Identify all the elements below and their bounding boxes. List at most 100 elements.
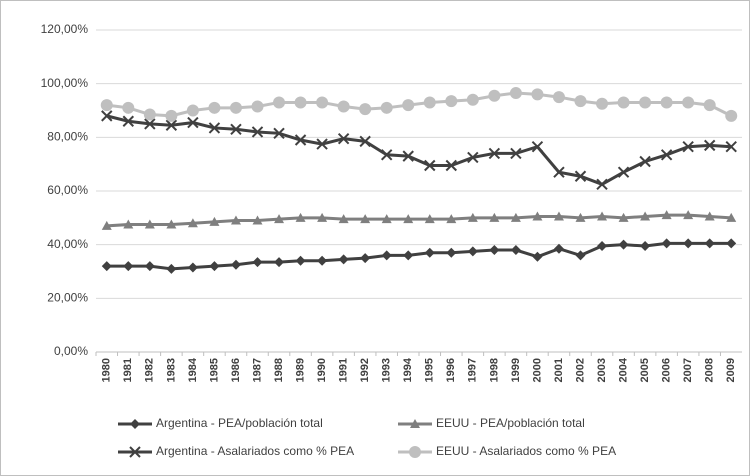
marker — [229, 101, 242, 114]
x-tick-label: 2004 — [617, 357, 629, 382]
legend-label: Argentina - PEA/población total — [156, 416, 323, 430]
marker — [553, 243, 564, 254]
marker — [360, 214, 371, 224]
legend-item: EEUU - PEA/población total — [398, 416, 585, 430]
marker — [446, 247, 457, 258]
legend-label: Argentina - Asalariados como % PEA — [156, 444, 354, 458]
marker — [467, 212, 478, 222]
marker — [725, 141, 737, 153]
x-tick-label: 1989 — [294, 358, 306, 382]
marker — [510, 147, 522, 160]
marker — [424, 214, 435, 224]
y-tick-label: 20,00% — [47, 291, 88, 305]
marker — [295, 255, 306, 266]
x-tick-label: 1984 — [187, 357, 199, 382]
marker — [575, 212, 586, 222]
x-tick-label: 2001 — [553, 358, 565, 382]
marker — [230, 215, 241, 225]
marker — [410, 419, 420, 428]
y-tick-label: 100,00% — [41, 76, 89, 90]
x-tick-label: 2006 — [661, 358, 673, 382]
marker — [273, 96, 286, 109]
marker — [661, 210, 672, 220]
marker — [186, 104, 199, 117]
marker — [682, 96, 695, 109]
x-tick-label: 1993 — [381, 358, 393, 382]
marker — [337, 100, 350, 113]
marker — [532, 211, 543, 221]
marker — [489, 212, 500, 222]
marker — [144, 118, 156, 130]
marker — [316, 96, 329, 109]
marker — [316, 138, 328, 150]
marker — [488, 147, 501, 160]
legend-label: EEUU - PEA/población total — [436, 416, 585, 430]
x-tick-label: 2009 — [725, 358, 737, 382]
marker — [704, 211, 715, 221]
marker — [230, 259, 241, 270]
marker — [317, 255, 328, 266]
marker — [597, 241, 608, 252]
marker — [380, 149, 393, 161]
x-tick-label: 1997 — [467, 358, 479, 382]
y-tick-label: 40,00% — [47, 237, 88, 251]
x-tick-label: 1983 — [165, 358, 177, 382]
marker — [209, 261, 220, 272]
marker — [510, 212, 521, 222]
x-tick-label: 1990 — [316, 358, 328, 382]
x-tick-label: 1986 — [230, 358, 242, 382]
marker — [122, 115, 135, 127]
marker — [596, 97, 609, 110]
marker — [531, 88, 544, 101]
marker — [381, 214, 392, 224]
marker — [466, 93, 479, 106]
marker — [144, 261, 155, 272]
marker — [553, 166, 565, 178]
marker — [274, 214, 285, 224]
marker — [683, 238, 694, 249]
y-tick-label: 60,00% — [47, 183, 88, 197]
marker — [575, 250, 586, 261]
x-tick-label: 1998 — [488, 358, 500, 382]
marker — [703, 139, 716, 152]
marker — [101, 110, 113, 122]
marker — [252, 257, 263, 268]
marker — [660, 149, 673, 161]
marker — [574, 95, 587, 108]
marker — [166, 263, 177, 274]
legend-item: EEUU - Asalariados como % PEA — [398, 444, 616, 458]
marker — [409, 446, 421, 458]
marker — [618, 239, 629, 250]
x-tick-label: 1991 — [338, 358, 350, 382]
marker — [682, 141, 694, 153]
marker — [446, 214, 457, 224]
marker — [509, 87, 522, 100]
marker — [380, 101, 393, 114]
marker — [639, 155, 651, 168]
marker — [402, 99, 415, 112]
marker — [274, 257, 285, 268]
x-tick-label: 1999 — [510, 358, 522, 382]
x-tick-label: 1982 — [144, 358, 156, 382]
marker — [704, 238, 715, 249]
marker — [123, 261, 134, 272]
x-tick-label: 2003 — [596, 358, 608, 382]
marker — [467, 246, 478, 257]
marker — [295, 212, 306, 222]
marker — [617, 166, 630, 178]
marker — [122, 101, 135, 114]
marker — [424, 247, 435, 258]
marker — [165, 109, 178, 122]
x-tick-label: 1981 — [122, 358, 134, 382]
marker — [294, 134, 307, 146]
marker — [703, 99, 716, 112]
x-tick-label: 1987 — [251, 358, 263, 382]
marker — [640, 211, 651, 221]
series-line — [106, 213, 732, 228]
x-tick-label: 2005 — [639, 358, 651, 382]
marker — [101, 261, 112, 272]
marker — [597, 211, 608, 221]
marker — [251, 100, 264, 113]
marker — [187, 116, 199, 129]
